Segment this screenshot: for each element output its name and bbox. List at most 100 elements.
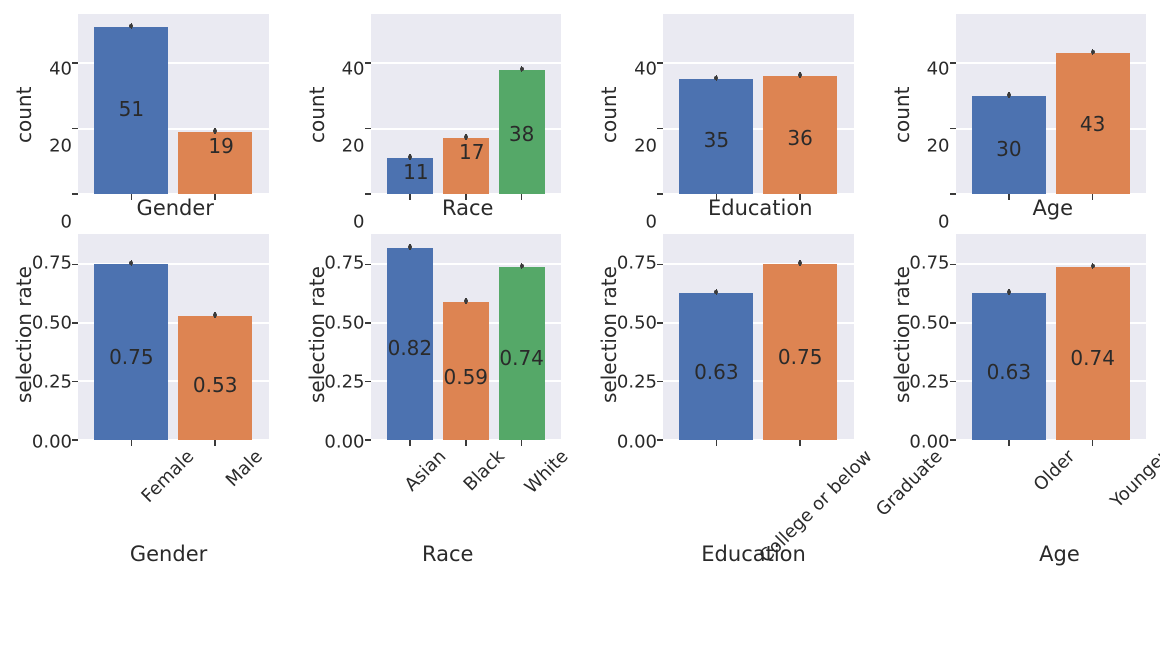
yaxis: 0.000.250.500.75 — [914, 230, 956, 440]
xtick-mark — [131, 440, 133, 446]
xticks: OlderYounger — [969, 440, 1150, 540]
xtick-mark — [214, 194, 216, 200]
bar: 0.75 — [94, 264, 168, 440]
bar-value-label: 17 — [459, 140, 484, 164]
bar-value-label: 0.53 — [193, 373, 238, 397]
bar: 0.82 — [387, 248, 433, 440]
ytick-label: 20 — [634, 135, 657, 156]
ytick-label: 40 — [49, 59, 72, 80]
xtick-label: Asian — [373, 446, 422, 540]
bar-value-label: 0.59 — [443, 365, 488, 389]
plot-area: 51 19 — [78, 10, 273, 194]
ytick-label: 0.25 — [909, 372, 949, 393]
yaxis: 02040 — [914, 10, 956, 220]
yaxis: 02040 — [36, 10, 78, 220]
bar-value-label: 11 — [403, 160, 428, 184]
bars-container: 35 36 — [663, 14, 854, 194]
panel-age: count020403043Age — [888, 10, 1151, 220]
bar-value-label: 0.74 — [1070, 346, 1115, 370]
bar: 0.59 — [443, 302, 489, 440]
bar-value-label: 51 — [119, 97, 144, 121]
xtick-mark — [799, 194, 801, 200]
bar: 36 — [763, 76, 837, 194]
ytick-label: 0.25 — [324, 372, 364, 393]
xtick-mark — [465, 194, 467, 200]
error-cap-icon — [407, 245, 413, 250]
ytick-label: 0.75 — [909, 253, 949, 274]
xtick-mark — [521, 194, 523, 200]
xlabel: Age — [956, 194, 1151, 220]
bar: 0.74 — [1056, 267, 1130, 440]
xtick-mark — [521, 440, 523, 446]
ytick-label: 40 — [927, 59, 950, 80]
plot-area: 0.63 0.74 — [956, 230, 1151, 440]
error-cap-icon — [463, 299, 469, 304]
error-cap-icon — [713, 290, 719, 295]
ytick-label: 0.25 — [32, 372, 72, 393]
error-cap-icon — [1006, 290, 1012, 295]
bars-container: 0.630.75 — [663, 234, 854, 440]
bars-container: 0.82 0.59 0.74 — [371, 234, 562, 440]
yaxis: 02040 — [621, 10, 663, 220]
bar-value-label: 0.74 — [499, 346, 544, 370]
bar-value-label: 30 — [996, 137, 1021, 161]
bar: 0.63 — [972, 293, 1046, 440]
plot-area: 0.82 0.59 0.74 — [371, 230, 566, 440]
ytick-label: 20 — [342, 135, 365, 156]
xtick-mark — [1092, 440, 1094, 446]
bar-value-label: 36 — [787, 126, 812, 150]
xlabel: Education — [663, 194, 858, 220]
xtick-label: College or below — [657, 446, 807, 540]
ytick-label: 20 — [49, 135, 72, 156]
bar-value-label: 0.82 — [388, 336, 433, 360]
xticks: College or belowGraduate — [636, 440, 871, 540]
bar: 30 — [972, 96, 1046, 194]
xtick-mark — [409, 194, 411, 200]
bar: 11 — [387, 158, 433, 194]
ytick-label: 20 — [927, 135, 950, 156]
bar-value-label: 19 — [208, 134, 233, 158]
bar: 38 — [499, 70, 545, 194]
xtick-mark — [409, 440, 411, 446]
bars-container: 0.75 0.53 — [78, 234, 269, 440]
yaxis: 02040 — [329, 10, 371, 220]
xlabel: Gender — [78, 194, 273, 220]
plot-area: 11 17 38 — [371, 10, 566, 194]
error-cap-icon — [519, 67, 525, 72]
bar: 51 — [94, 27, 168, 194]
ytick-label: 0.00 — [324, 432, 364, 453]
ytick-label: 0.00 — [617, 432, 657, 453]
panel-education: selection rate0.000.250.500.750.630.75 — [595, 230, 858, 440]
ytick-label: 0.75 — [324, 253, 364, 274]
bar: 0.53 — [178, 316, 252, 440]
bar-value-label: 35 — [704, 128, 729, 152]
plot-area: 0.75 0.53 — [78, 230, 273, 440]
ylabel: count — [888, 10, 914, 220]
bars-container: 30 43 — [956, 14, 1147, 194]
bar-value-label: 43 — [1080, 112, 1105, 136]
bar-value-label: 0.75 — [109, 345, 154, 369]
error-cap-icon — [128, 24, 134, 29]
ytick-label: 0.50 — [909, 312, 949, 333]
ytick-label: 0.75 — [32, 253, 72, 274]
xtick-mark — [1008, 194, 1010, 200]
xlabel: Age — [969, 540, 1150, 566]
error-cap-icon — [1006, 93, 1012, 98]
ylabel: count — [595, 10, 621, 220]
xtick-mark — [716, 194, 718, 200]
ylabel: count — [10, 10, 36, 220]
ytick-label: 0.00 — [32, 432, 72, 453]
bar: 17 — [443, 138, 489, 194]
error-cap-icon — [212, 313, 218, 318]
ytick-label: 40 — [634, 59, 657, 80]
panel-gender: count020405119Gender — [10, 10, 273, 220]
error-cap-icon — [797, 73, 803, 78]
ytick-label: 0.50 — [324, 312, 364, 333]
ytick-label: 0.75 — [617, 253, 657, 274]
bar-value-label: 0.63 — [987, 360, 1032, 384]
bar: 19 — [178, 132, 252, 194]
xtick-mark — [131, 194, 133, 200]
bars-container: 0.63 0.74 — [956, 234, 1147, 440]
panel-age: selection rate0.000.250.500.750.630.74 — [888, 230, 1151, 440]
panel-race: count02040111738Race — [303, 10, 566, 220]
